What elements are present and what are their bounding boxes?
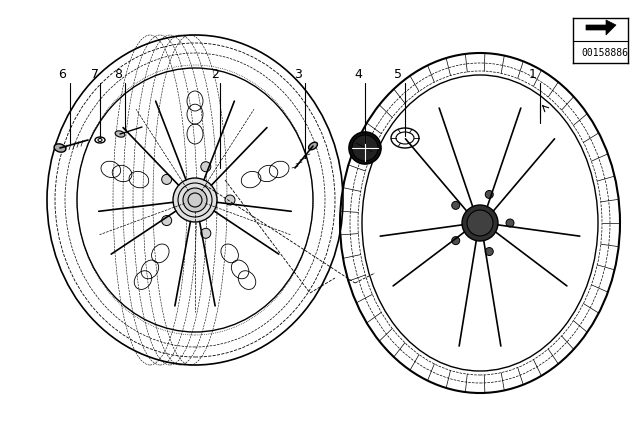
Ellipse shape <box>352 135 378 161</box>
Ellipse shape <box>452 201 460 209</box>
Ellipse shape <box>467 210 493 236</box>
Ellipse shape <box>162 215 172 226</box>
Ellipse shape <box>225 195 235 205</box>
Text: 4: 4 <box>354 68 362 81</box>
Ellipse shape <box>201 228 211 238</box>
Text: 1: 1 <box>529 68 537 81</box>
Ellipse shape <box>54 144 66 152</box>
Text: 2: 2 <box>211 68 219 81</box>
Ellipse shape <box>308 142 317 150</box>
Text: 7: 7 <box>91 68 99 81</box>
Ellipse shape <box>201 162 211 172</box>
Ellipse shape <box>485 190 493 198</box>
Polygon shape <box>586 20 616 35</box>
Ellipse shape <box>506 219 514 227</box>
Ellipse shape <box>173 178 217 222</box>
Ellipse shape <box>115 131 125 137</box>
Ellipse shape <box>183 188 207 212</box>
Ellipse shape <box>162 174 172 185</box>
Ellipse shape <box>485 248 493 255</box>
Text: 3: 3 <box>294 68 302 81</box>
Text: 8: 8 <box>114 68 122 81</box>
Ellipse shape <box>452 237 460 245</box>
Ellipse shape <box>462 205 498 241</box>
Ellipse shape <box>349 132 381 164</box>
Text: 6: 6 <box>58 68 66 81</box>
Text: 00158886: 00158886 <box>582 48 628 58</box>
Text: 5: 5 <box>394 68 402 81</box>
